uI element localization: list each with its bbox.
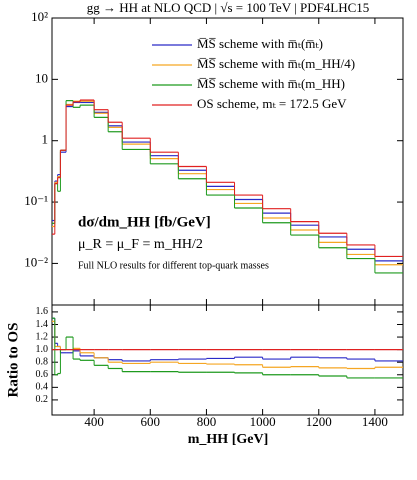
y-tick-label: 0.6 <box>36 369 49 380</box>
y-tick-label: 0.4 <box>36 382 49 393</box>
legend-label: M̅S̅ scheme with m̅ₜ(m_HH) <box>197 76 345 91</box>
y-tick-label: 1 <box>42 132 49 147</box>
legend-label: M̅S̅ scheme with m̅ₜ(m̅ₜ) <box>197 36 323 51</box>
legend-label: M̅S̅ scheme with m̅ₜ(m_HH/4) <box>197 56 355 71</box>
y-tick-label: 10² <box>31 9 48 24</box>
x-tick-label: 800 <box>197 414 217 429</box>
y-tick-label: 10 <box>35 70 48 85</box>
annotation: dσ/dm_HH [fb/GeV] <box>78 214 211 230</box>
x-tick-label: 1000 <box>250 414 276 429</box>
y-tick-label: 1.0 <box>36 344 49 355</box>
annotation: μ_R = μ_F = m_HH/2 <box>78 237 203 252</box>
y-tick-label: 0.2 <box>36 394 49 405</box>
x-axis-label: m_HH [GeV] <box>188 432 268 447</box>
chart-title: gg → HH at NLO QCD | √s = 100 TeV | PDF4… <box>87 0 370 15</box>
y-tick-label: 1.4 <box>36 319 49 330</box>
y-tick-label: 0.8 <box>36 356 49 367</box>
y-tick-label: 10⁻¹ <box>24 193 48 208</box>
y-tick-label: 1.6 <box>36 306 49 317</box>
y-tick-label: 1.2 <box>36 331 49 342</box>
y-tick-label: 10⁻² <box>24 254 48 269</box>
x-tick-label: 1400 <box>362 414 388 429</box>
y-axis-label: Ratio to OS <box>5 323 21 398</box>
x-tick-label: 400 <box>84 414 104 429</box>
annotation: Full NLO results for different top-quark… <box>78 260 269 271</box>
plot-frame <box>51 304 404 416</box>
x-tick-label: 600 <box>141 414 161 429</box>
x-tick-label: 1200 <box>306 414 332 429</box>
legend-label: OS scheme, mₜ = 172.5 GeV <box>197 96 347 111</box>
